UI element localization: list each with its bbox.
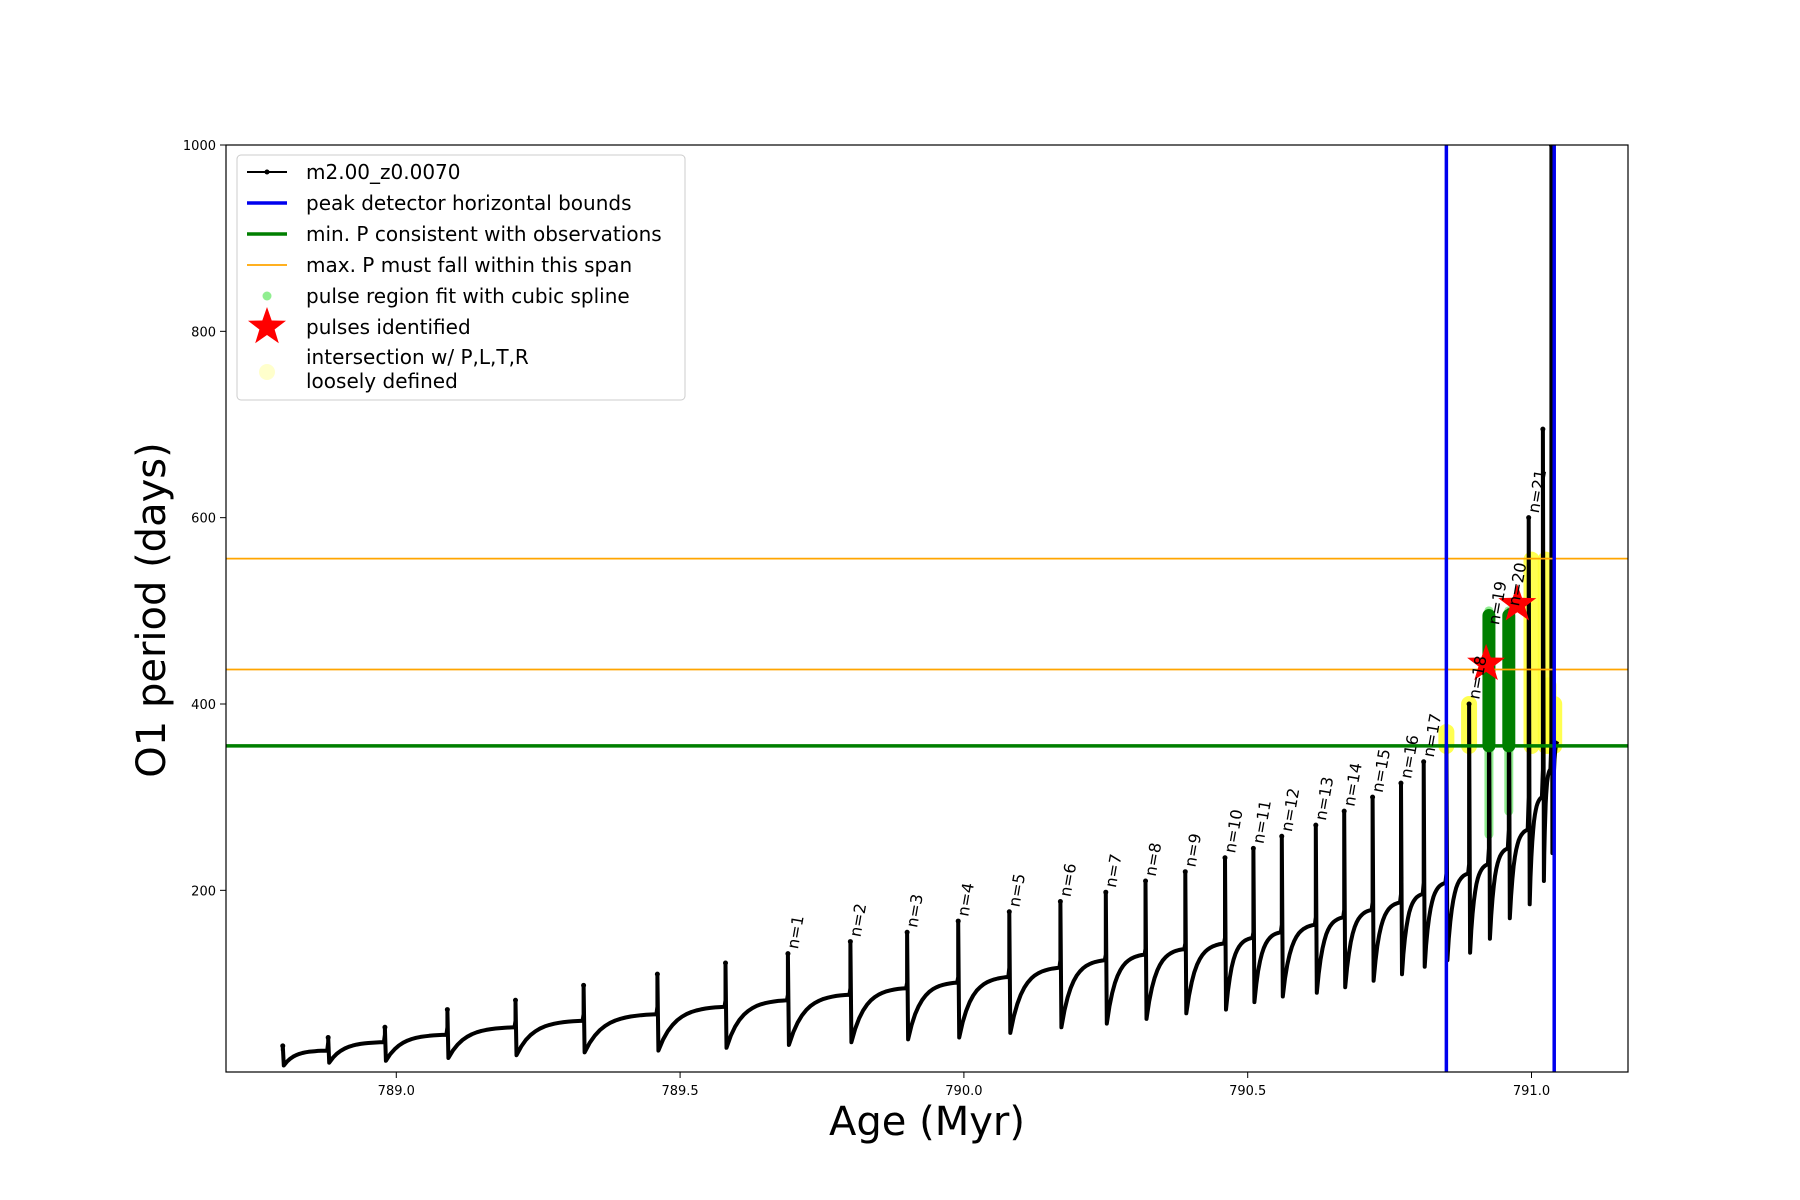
y-tick-label: 800 xyxy=(191,325,216,340)
pulses-identified-layer xyxy=(1467,584,1537,681)
legend-label: min. P consistent with observations xyxy=(306,222,662,246)
pulse-peak-point xyxy=(1182,869,1188,875)
x-ticks: 789.0 789.5 790.0 790.5 791.0 xyxy=(378,1072,1550,1099)
legend-box xyxy=(236,154,686,401)
pulse-peak-point xyxy=(1279,833,1285,839)
pulse-peak-point xyxy=(581,982,587,988)
pulse-peak-point xyxy=(722,960,728,966)
legend-label: pulse region fit with cubic spline xyxy=(306,284,630,308)
x-tick-label: 790.0 xyxy=(945,1084,982,1099)
pulse-peak-point xyxy=(444,1007,450,1013)
x-tick-label: 789.5 xyxy=(661,1084,698,1099)
x-tick-label: 789.0 xyxy=(378,1084,415,1099)
plot-frame xyxy=(225,144,1629,1073)
y-tick-label: 1000 xyxy=(183,139,216,154)
pulse-peak-point xyxy=(512,997,518,1003)
pulse-peak-point xyxy=(1341,808,1347,814)
y-tick-label: 200 xyxy=(191,884,216,899)
legend-label: max. P must fall within this span xyxy=(306,253,632,277)
pulse-peak-point xyxy=(1421,759,1427,765)
pulse-peak-point xyxy=(1006,909,1012,915)
pulse-peak-point xyxy=(382,1024,388,1030)
pulse-peak-point xyxy=(325,1035,331,1041)
y-axis-title: O1 period (days) xyxy=(129,442,175,777)
pulse-peak-point xyxy=(1466,701,1472,707)
series-line xyxy=(280,145,1560,1068)
legend-swatch-star xyxy=(248,307,286,344)
reference-lines-layer xyxy=(226,145,1628,1072)
pulse-peak-point xyxy=(847,939,853,945)
pulse-peak-point xyxy=(1526,515,1532,521)
pulse-identified-star xyxy=(1467,643,1506,681)
pulse-peak-point xyxy=(280,1043,286,1049)
x-tick-label: 791.0 xyxy=(1513,1084,1550,1099)
pulse-peak-point xyxy=(955,918,961,924)
min-p-layer xyxy=(1482,608,1516,753)
pulse-peak-point xyxy=(904,929,910,935)
legend-label: pulses identified xyxy=(306,315,471,339)
pulse-peak-point xyxy=(654,971,660,977)
pulse-peak-point xyxy=(785,951,791,957)
x-axis-title: Age (Myr) xyxy=(829,1099,1025,1145)
y-tick-label: 400 xyxy=(191,698,216,713)
legend-label: m2.00_z0.0070 xyxy=(306,160,461,184)
x-tick-label: 790.5 xyxy=(1229,1084,1266,1099)
legend-label: intersection w/ P,L,T,R xyxy=(306,345,529,369)
legend-label: peak detector horizontal bounds xyxy=(306,191,632,215)
pulse-peak-point xyxy=(1057,899,1063,905)
legend-swatch-point xyxy=(264,169,270,175)
pulse-peak-point xyxy=(1103,889,1109,895)
pulse-peak-point xyxy=(1313,822,1319,828)
legend-label: loosely defined xyxy=(306,369,458,393)
y-tick-label: 600 xyxy=(191,512,216,527)
pulse-peak-point xyxy=(1540,426,1546,432)
pulse-peak-point xyxy=(1222,855,1228,861)
y-ticks: 200 400 600 800 1000 xyxy=(183,139,226,899)
pulse-peak-point xyxy=(1250,845,1256,851)
pulse-peak-point xyxy=(1398,780,1404,786)
legend-swatch-dot xyxy=(259,364,275,380)
legend-swatch-dot xyxy=(262,291,272,301)
pulse-peak-point xyxy=(1143,878,1149,884)
pulse-peak-point xyxy=(1370,794,1376,800)
pulse-identified-star xyxy=(1498,584,1537,621)
